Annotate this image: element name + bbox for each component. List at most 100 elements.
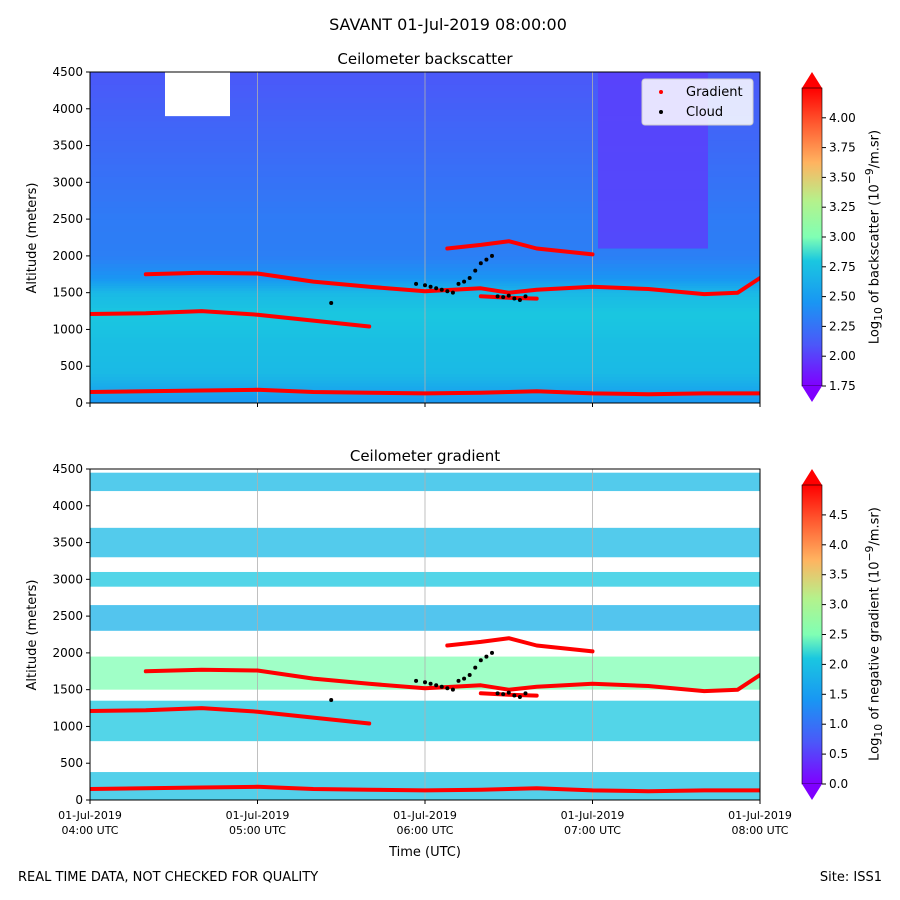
- gradient-x-ticks: 01-Jul-2019 04:00 UTC 01-Jul-2019 05:00 UTC…: [58, 800, 792, 837]
- cloud-point: [456, 678, 461, 683]
- cloud-point: [495, 691, 500, 696]
- gradient-ylabel: Altitude (meters): [25, 580, 40, 691]
- gradient-layer-line: [478, 691, 539, 698]
- colorbar-tick-label: 0.0: [829, 777, 848, 791]
- x-tick-date: 01-Jul-2019: [728, 809, 792, 822]
- cloud-point: [439, 684, 444, 689]
- x-tick-time: 06:00 UTC: [396, 824, 453, 837]
- backscatter-colorbar-ticks: 1.75 2.00 2.25 2.50 2.75 3.00 3.25 3.50 3.75 4.00: [822, 111, 856, 393]
- gradient-gridlines: [257, 469, 593, 800]
- cloud-point: [478, 261, 483, 266]
- gradient-layer-line: [445, 239, 595, 257]
- quality-disclaimer: REAL TIME DATA, NOT CHECKED FOR QUALITY: [18, 870, 319, 885]
- cloud-point: [506, 293, 511, 298]
- y-tick-label: 1000: [52, 322, 83, 336]
- gradient-layer-line: [90, 784, 760, 794]
- y-tick-label: 4500: [52, 462, 83, 476]
- backscatter-y-ticks: 0 500 1000 1500 2000 2500 3000 3500 4000 4500: [52, 65, 90, 410]
- y-tick-label: 0: [75, 793, 83, 807]
- gradient-layer-line: [143, 270, 760, 297]
- cloud-point: [445, 289, 450, 294]
- backscatter-colorbar-label-box: Log10 of backscatter (10−9/m.sr): [863, 130, 885, 344]
- colorbar-tick-label: 1.75: [829, 379, 856, 393]
- cloud-point: [517, 298, 522, 303]
- y-tick-label: 2500: [52, 212, 83, 226]
- gradient-colorbar-ticks: 0.0 0.5 1.0 1.5 2.0 2.5 3.0 3.5 4.0 4.5: [822, 508, 848, 791]
- backscatter-title: Ceilometer backscatter: [337, 50, 513, 68]
- y-tick-label: 4500: [52, 65, 83, 79]
- legend: Gradient Cloud: [641, 78, 754, 126]
- y-tick-label: 3500: [52, 139, 83, 153]
- cloud-point: [523, 691, 528, 696]
- cloud-point: [428, 681, 433, 686]
- gradient-title: Ceilometer gradient: [350, 447, 500, 465]
- gradient-y-ticks: 0 500 1000 1500 2000 2500 3000 3500 4000 4500: [52, 462, 90, 807]
- cloud-point: [484, 654, 489, 659]
- x-tick-date: 01-Jul-2019: [561, 809, 625, 822]
- colorbar-tick-label: 2.5: [829, 628, 848, 642]
- colorbar-tick-label: 2.0: [829, 657, 848, 671]
- colorbar-tick-label: 2.00: [829, 349, 856, 363]
- x-tick-date: 01-Jul-2019: [226, 809, 290, 822]
- backscatter-colorbar: 1.75 2.00 2.25 2.50 2.75 3.00 3.25 3.50 3.75 4.00: [801, 72, 856, 402]
- cloud-point: [478, 658, 483, 663]
- colorbar-tick-label: 0.5: [829, 747, 848, 761]
- cloud-point: [423, 680, 427, 685]
- backscatter-gridlines: [257, 72, 593, 403]
- x-tick-time: 08:00 UTC: [731, 824, 788, 837]
- gradient-layer-line: [143, 667, 760, 694]
- cloud-point: [434, 286, 439, 291]
- cloud-point: [423, 283, 427, 288]
- cloud-point: [484, 257, 489, 262]
- colorbar-tick-label: 1.5: [829, 687, 848, 701]
- cloud-point: [434, 683, 439, 688]
- cloud-point: [523, 294, 528, 299]
- cloud-point: [462, 676, 467, 681]
- legend-cloud-label: Cloud: [686, 105, 723, 120]
- gradient-layer-line: [445, 636, 595, 654]
- y-tick-label: 2000: [52, 249, 83, 263]
- colorbar-tick-label: 3.00: [829, 230, 856, 244]
- x-tick-date: 01-Jul-2019: [393, 809, 457, 822]
- cloud-point: [473, 268, 478, 273]
- cloud-point: [490, 253, 494, 258]
- gradient-layer-line: [90, 706, 372, 726]
- gradient-colorbar-label-box: Log10 of negative gradient (10−9/m.sr): [863, 507, 885, 761]
- colorbar-tick-label: 3.0: [829, 598, 848, 612]
- gradient-colorbar-label: Log10 of negative gradient (10−9/m.sr): [863, 507, 885, 761]
- y-tick-label: 3000: [52, 572, 83, 586]
- gradient-layer-line: [90, 387, 760, 397]
- cloud-point: [495, 294, 500, 299]
- y-tick-label: 2500: [52, 609, 83, 623]
- missing-data-region: [165, 72, 230, 117]
- backscatter-gradient-layers: [90, 239, 760, 397]
- colorbar-tick-label: 1.0: [829, 717, 848, 731]
- cloud-point: [462, 279, 467, 284]
- backscatter-panel: Ceilometer backscatter 0 500 1000 1500 2000 2…: [25, 50, 856, 410]
- y-tick-label: 1000: [52, 719, 83, 733]
- colorbar-tick-label: 4.0: [829, 538, 848, 552]
- gradient-layer-line: [478, 294, 539, 301]
- y-tick-label: 3000: [52, 175, 83, 189]
- colorbar-tick-label: 2.50: [829, 290, 856, 304]
- cloud-point: [450, 290, 455, 295]
- figure-title: SAVANT 01-Jul-2019 08:00:00: [329, 15, 567, 34]
- backscatter-cloud-points: [329, 253, 528, 305]
- cloud-point: [329, 300, 334, 305]
- x-tick-date: 01-Jul-2019: [58, 809, 122, 822]
- cloud-point: [456, 281, 461, 286]
- cloud-point: [428, 284, 433, 289]
- cloud-point: [517, 695, 522, 700]
- gradient-panel: Ceilometer gradient 0 500 1000 1500 2000 2500…: [25, 447, 848, 860]
- gradient-xlabel: Time (UTC): [388, 845, 461, 860]
- cloud-point: [414, 678, 419, 683]
- y-tick-label: 500: [60, 359, 83, 373]
- cloud-point: [329, 697, 334, 702]
- cloud-point: [439, 287, 444, 292]
- gradient-layer-line: [90, 309, 372, 329]
- x-tick-time: 07:00 UTC: [564, 824, 621, 837]
- y-tick-label: 0: [75, 396, 83, 410]
- y-tick-label: 4000: [52, 499, 83, 513]
- y-tick-label: 4000: [52, 102, 83, 116]
